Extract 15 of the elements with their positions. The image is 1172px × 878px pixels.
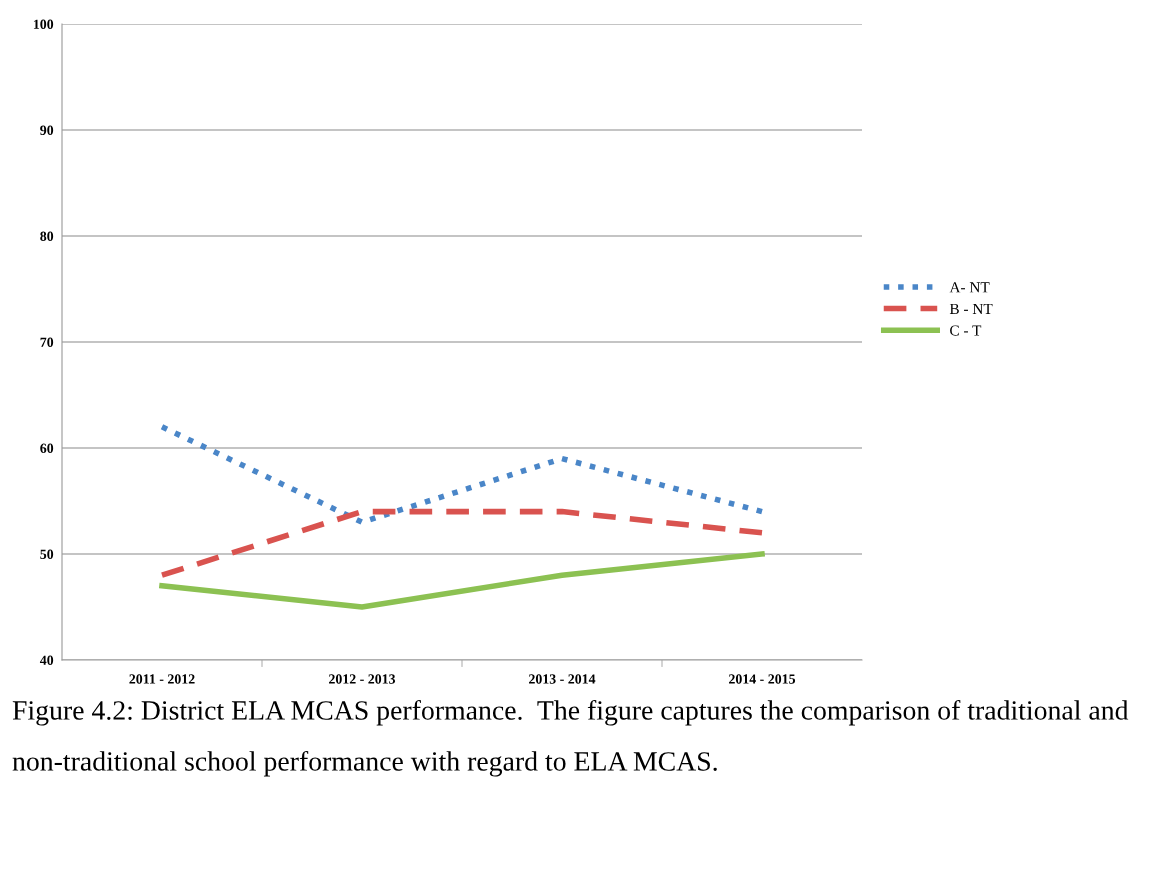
y-tick-label: 50 — [40, 549, 54, 559]
legend-label: B - NT — [949, 303, 993, 314]
legend-label: A- NT — [949, 282, 990, 293]
x-tick-label: 2011 - 2012 — [129, 674, 195, 684]
y-tick-label: 80 — [40, 231, 54, 241]
x-tick-label: 2012 - 2013 — [329, 674, 396, 684]
y-tick-label: 70 — [40, 337, 54, 347]
x-tick-label: 2013 - 2014 — [529, 674, 596, 684]
y-tick-label: 90 — [40, 125, 54, 135]
y-tick-label: 40 — [39, 655, 54, 665]
x-tick-label: 2014 - 2015 — [729, 674, 796, 684]
legend-label: C - T — [950, 325, 982, 336]
caption: Figure 4.2: District ELA MCAS performance. The figure captures the comparison of traditional and non-traditional school performance with regard to ELA MCAS. — [12, 700, 1129, 777]
y-tick-label: 60 — [40, 443, 54, 453]
y-tick-label: 100 — [33, 19, 54, 29]
